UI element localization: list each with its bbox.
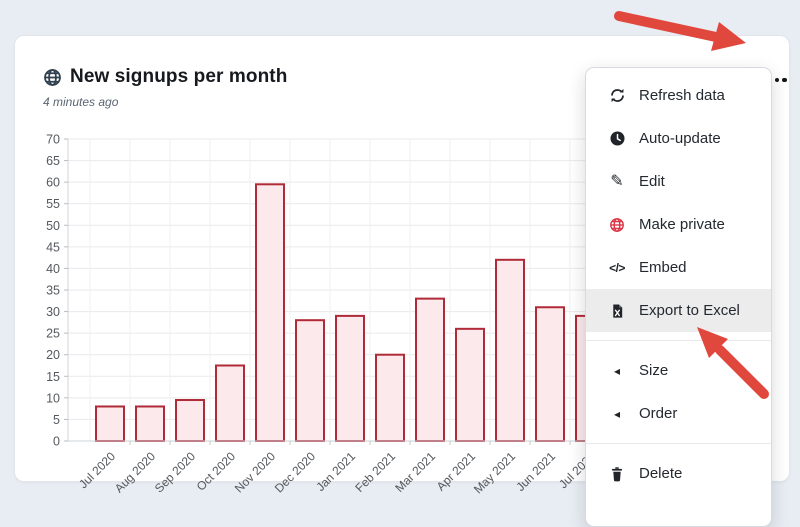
bar-mar-2021 bbox=[415, 297, 445, 442]
menu-item-label: Order bbox=[639, 405, 678, 422]
menu-separator bbox=[586, 340, 771, 341]
y-tick-label: 65 bbox=[46, 154, 60, 168]
menu-item-make-private[interactable]: Make private bbox=[586, 203, 771, 246]
pencil-icon: ✎ bbox=[610, 172, 624, 190]
y-tick-label: 70 bbox=[46, 133, 60, 147]
x-tick-label: Sep 2020 bbox=[152, 449, 198, 495]
globe-private-icon bbox=[608, 216, 626, 234]
page-title: New signups per month bbox=[70, 66, 288, 87]
x-tick-label: Mar 2021 bbox=[392, 449, 438, 495]
menu-item-export-to-excel[interactable]: Export to Excel bbox=[586, 289, 771, 332]
bar-sep-2020 bbox=[175, 399, 205, 442]
bar-feb-2021 bbox=[375, 353, 405, 442]
menu-item-label: Size bbox=[639, 362, 669, 379]
x-tick-label: Nov 2020 bbox=[232, 449, 278, 495]
menu-item-label: Export to Excel bbox=[639, 302, 740, 319]
menu-item-auto-update[interactable]: Auto-update bbox=[586, 117, 771, 160]
y-tick-label: 30 bbox=[46, 305, 60, 319]
excel-file-icon bbox=[608, 302, 626, 320]
x-tick-label: Oct 2020 bbox=[194, 449, 239, 494]
submenu-left-arrow-icon: ◂ bbox=[613, 363, 621, 378]
menu-item-embed[interactable]: </> Embed bbox=[586, 246, 771, 289]
last-updated-text: 4 minutes ago bbox=[43, 95, 119, 109]
menu-item-edit[interactable]: ✎ Edit bbox=[586, 160, 771, 203]
code-embed-icon: </> bbox=[609, 260, 625, 275]
bar-dec-2020 bbox=[295, 319, 325, 442]
y-tick-label: 55 bbox=[46, 197, 60, 211]
menu-item-label: Make private bbox=[639, 216, 725, 233]
y-tick-label: 10 bbox=[46, 391, 60, 405]
y-tick-label: 5 bbox=[53, 413, 60, 427]
x-tick-label: Jan 2021 bbox=[313, 449, 358, 494]
menu-item-delete[interactable]: Delete bbox=[586, 452, 771, 495]
globe-icon bbox=[43, 68, 62, 87]
menu-item-label: Auto-update bbox=[639, 130, 721, 147]
menu-item-label: Delete bbox=[639, 465, 683, 482]
x-tick-label: May 2021 bbox=[471, 449, 518, 496]
bar-may-2021 bbox=[495, 258, 525, 442]
bar-jan-2021 bbox=[335, 314, 365, 442]
x-tick-label: Feb 2021 bbox=[352, 449, 398, 495]
x-tick-label: Aug 2020 bbox=[112, 449, 158, 495]
y-tick-label: 0 bbox=[53, 435, 60, 449]
clock-icon bbox=[608, 130, 626, 148]
menu-item-size[interactable]: ◂ Size bbox=[586, 349, 771, 392]
card-header: New signups per month bbox=[43, 66, 287, 88]
submenu-left-arrow-icon: ◂ bbox=[613, 406, 621, 421]
y-tick-label: 45 bbox=[46, 240, 60, 254]
bar-jun-2021 bbox=[535, 306, 565, 442]
x-tick-label: Jun 2021 bbox=[513, 449, 558, 494]
bar-nov-2020 bbox=[255, 183, 285, 443]
menu-item-label: Refresh data bbox=[639, 87, 725, 104]
bar-apr-2021 bbox=[455, 327, 485, 442]
bar-aug-2020 bbox=[135, 405, 165, 443]
y-tick-label: 60 bbox=[46, 176, 60, 190]
y-tick-label: 35 bbox=[46, 284, 60, 298]
menu-item-label: Edit bbox=[639, 173, 665, 190]
y-tick-label: 25 bbox=[46, 327, 60, 341]
x-tick-label: Dec 2020 bbox=[272, 449, 318, 495]
y-tick-label: 15 bbox=[46, 370, 60, 384]
menu-item-refresh-data[interactable]: Refresh data bbox=[586, 74, 771, 117]
trash-icon bbox=[608, 465, 626, 483]
bar-oct-2020 bbox=[215, 364, 245, 442]
refresh-icon bbox=[608, 87, 626, 105]
y-tick-label: 50 bbox=[46, 219, 60, 233]
menu-item-label: Embed bbox=[639, 259, 687, 276]
bar-jul-2020 bbox=[95, 405, 125, 443]
menu-separator bbox=[586, 443, 771, 444]
menu-item-order[interactable]: ◂ Order bbox=[586, 392, 771, 435]
y-tick-label: 40 bbox=[46, 262, 60, 276]
context-menu: Refresh data Auto-update ✎ Edit Make pri… bbox=[585, 67, 772, 527]
y-tick-label: 20 bbox=[46, 348, 60, 362]
